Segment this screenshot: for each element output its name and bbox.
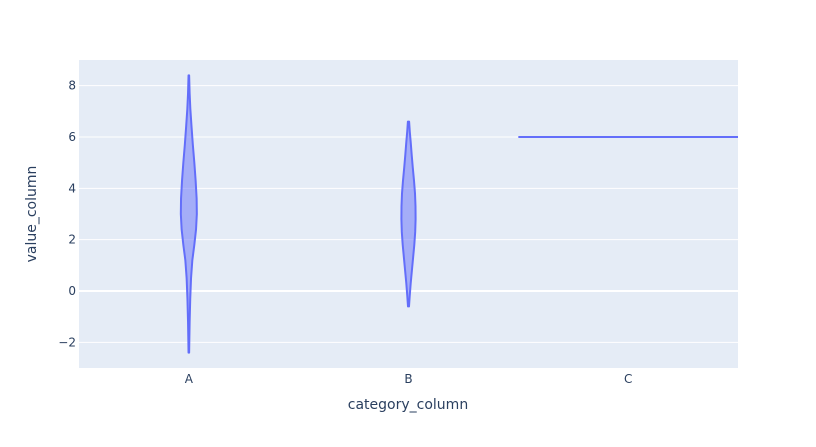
x-tick-label: B <box>404 372 412 386</box>
x-tick-label: C <box>624 372 632 386</box>
y-axis-title: value_column <box>24 166 40 263</box>
y-tick-label: 8 <box>68 79 76 93</box>
y-tick-label: 4 <box>68 181 76 195</box>
y-tick-label: −2 <box>58 335 76 349</box>
y-tick-label: 2 <box>68 233 76 247</box>
violin-A <box>179 74 198 354</box>
y-tick-labels: −2 0 2 4 6 8 <box>58 79 76 350</box>
y-tick-label: 0 <box>68 284 76 298</box>
x-axis-title: category_column <box>348 397 468 413</box>
x-tick-labels: A B C <box>185 372 633 386</box>
violin-B <box>400 120 417 308</box>
y-tick-label: 6 <box>68 130 76 144</box>
x-tick-label: A <box>185 372 194 386</box>
violins <box>179 74 738 354</box>
